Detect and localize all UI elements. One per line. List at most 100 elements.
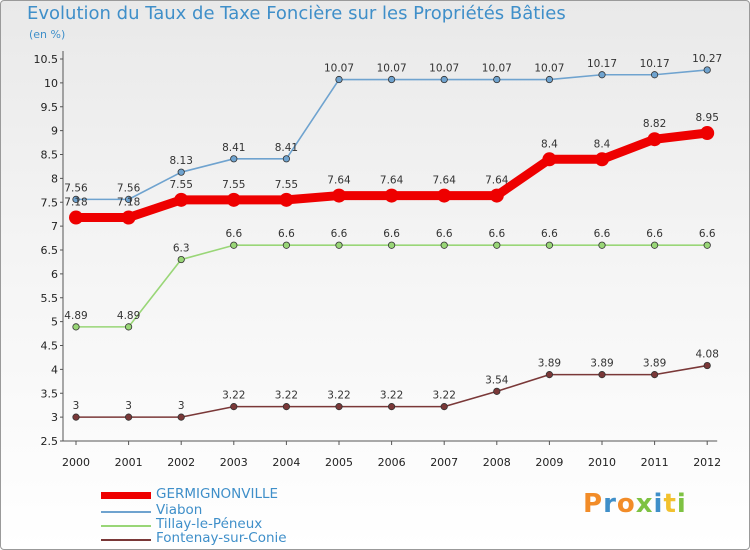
logo-letter: P (583, 489, 604, 519)
y-tick-label: 5.5 (41, 292, 59, 305)
data-label: 3.54 (485, 374, 509, 386)
data-point (493, 387, 501, 395)
y-tick-label: 2.5 (41, 435, 59, 448)
data-point (177, 413, 185, 421)
data-point (72, 195, 80, 203)
data-label: 8.4 (541, 138, 558, 150)
data-label: 10.17 (640, 58, 670, 70)
data-label: 6.6 (541, 228, 558, 240)
data-point (125, 195, 133, 203)
data-label: 6.6 (646, 228, 663, 240)
data-point (595, 152, 609, 167)
data-label: 4.89 (117, 310, 140, 322)
data-point (703, 361, 711, 370)
data-point (387, 75, 396, 84)
y-tick-label: 6.5 (41, 244, 59, 257)
data-label: 8.4 (594, 138, 611, 150)
data-label: 6.6 (699, 228, 716, 240)
data-label: 3.22 (380, 390, 403, 402)
data-point (335, 403, 343, 411)
data-point (335, 241, 343, 249)
y-tick-label: 9 (51, 125, 58, 138)
y-tick-label: 3 (51, 411, 58, 424)
y-tick-label: 10.5 (34, 53, 59, 66)
series-layer (69, 66, 715, 421)
data-point (493, 241, 501, 249)
data-point (598, 241, 606, 249)
data-point (650, 71, 659, 79)
x-tick-label: 2005 (325, 456, 353, 469)
data-label: 4.89 (64, 310, 87, 322)
data-label: 6.3 (173, 243, 190, 255)
data-label: 4.08 (696, 349, 719, 361)
logo-letter: t (663, 489, 677, 519)
y-tick-label: 4.5 (41, 340, 59, 353)
data-point (177, 168, 185, 176)
data-label: 8.82 (643, 118, 666, 130)
data-label: 3.22 (275, 390, 298, 402)
data-point (440, 241, 448, 249)
series-line-2 (75, 244, 709, 328)
data-label: 8.41 (222, 142, 245, 154)
data-point (650, 371, 659, 379)
data-label: 3 (73, 400, 80, 412)
data-label: 6.6 (278, 228, 295, 240)
data-label: 10.07 (377, 63, 407, 75)
data-label: 7.56 (64, 182, 88, 194)
data-point (230, 403, 238, 411)
x-tick-label: 2001 (115, 456, 143, 469)
x-tick-label: 2004 (272, 456, 300, 469)
chart-title: Evolution du Taux de Taxe Foncière sur l… (27, 3, 566, 24)
data-point (598, 371, 606, 379)
axes: 2.533.544.555.566.577.588.599.51010.5200… (34, 51, 721, 469)
data-label: 7.55 (275, 179, 298, 191)
data-label: 3.89 (643, 358, 666, 370)
data-label: 7.55 (170, 179, 193, 191)
data-label: 6.6 (225, 228, 242, 240)
data-point (282, 241, 290, 249)
data-label: 8.95 (696, 112, 719, 124)
data-label: 3.89 (538, 358, 561, 370)
legend-swatch (101, 511, 151, 513)
y-tick-label: 4 (51, 363, 58, 376)
data-point (282, 403, 290, 411)
legend-swatch (101, 539, 151, 541)
y-tick-label: 6 (51, 268, 58, 281)
x-tick-label: 2012 (693, 456, 721, 469)
data-point (545, 241, 554, 249)
data-label: 3.22 (433, 390, 456, 402)
data-label: 10.27 (692, 53, 722, 65)
data-label: 10.07 (482, 63, 512, 75)
x-tick-label: 2007 (430, 456, 458, 469)
data-point (542, 152, 557, 167)
data-label: 6.6 (594, 228, 611, 240)
data-label: 3 (125, 400, 132, 412)
x-tick-label: 2010 (588, 456, 616, 469)
y-tick-label: 7 (51, 220, 58, 233)
data-point (545, 371, 554, 379)
data-point (703, 66, 711, 74)
logo-letter: o (616, 489, 636, 519)
data-label: 3.22 (327, 390, 350, 402)
data-label: 10.07 (429, 63, 459, 75)
data-label: 3.22 (222, 390, 245, 402)
x-tick-label: 2002 (167, 456, 195, 469)
data-point (700, 126, 715, 141)
data-label: 7.18 (64, 197, 87, 209)
data-point (72, 323, 80, 331)
data-point (545, 75, 554, 84)
data-point (489, 188, 504, 203)
data-label: 3 (178, 400, 185, 412)
x-tick-label: 2000 (62, 456, 90, 469)
x-tick-label: 2003 (220, 456, 248, 469)
x-tick-label: 2011 (641, 456, 669, 469)
legend-swatch (101, 525, 151, 527)
data-point (125, 413, 133, 421)
data-point (177, 255, 185, 264)
data-label: 10.17 (587, 58, 617, 70)
y-tick-label: 5 (51, 316, 58, 329)
y-tick-label: 7.5 (41, 196, 59, 209)
data-point (440, 403, 448, 411)
